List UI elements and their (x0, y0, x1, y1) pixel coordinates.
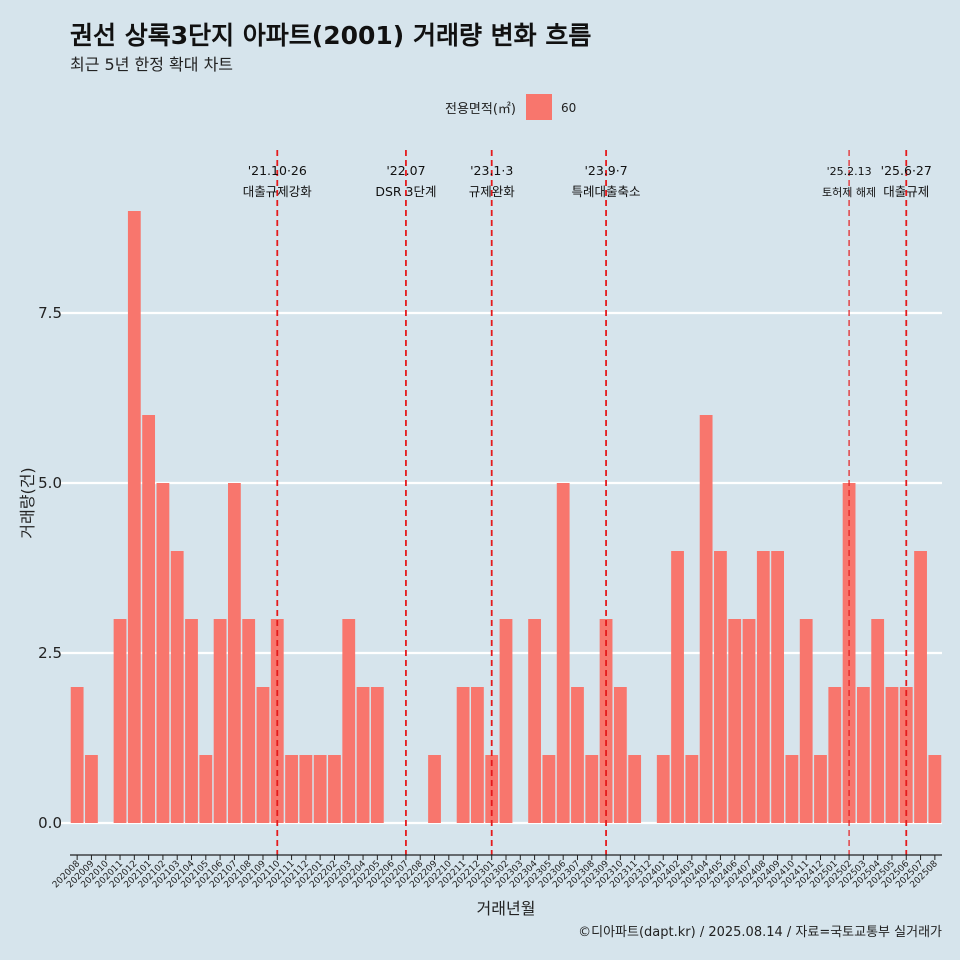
bar-202107 (227, 483, 241, 823)
bar-202308 (585, 755, 599, 823)
bar-202105 (199, 755, 213, 823)
bar-202302 (499, 619, 513, 823)
legend-label: 60 (561, 101, 576, 115)
caption: ©디아파트(dapt.kr) / 2025.08.14 / 자료=국토교통부 실… (578, 925, 942, 940)
bar-202212 (471, 687, 484, 823)
bar-202204 (356, 687, 370, 823)
bar-202405 (714, 551, 727, 823)
bar-202108 (242, 619, 256, 823)
bar-202403 (685, 755, 699, 823)
bar-202106 (213, 619, 227, 823)
bar-202103 (170, 551, 184, 823)
bars (70, 211, 942, 823)
y-axis: 0.0 2.5 5.0 7.5 (38, 304, 62, 832)
bar-202009 (85, 755, 98, 823)
bar-202305 (542, 755, 556, 823)
y-axis-title: 거래량(건) (18, 467, 37, 538)
x-axis: 2020082020092020102020112020122021012021… (51, 854, 942, 890)
bar-202104 (185, 619, 198, 823)
legend-title: 전용면적(㎡) (445, 102, 516, 117)
annotation-event: 특례대출축소 (572, 184, 641, 199)
annotation-date: '23.9·7 (584, 163, 627, 178)
bar-202102 (156, 483, 170, 823)
bar-202310 (613, 687, 627, 823)
bar-202508 (928, 755, 942, 823)
bar-202201 (313, 755, 327, 823)
bar-202008 (70, 687, 84, 823)
annotation-event: 대출규제강화 (243, 184, 313, 199)
chart-title: 권선 상록3단지 아파트(2001) 거래량 변화 흐름 (70, 21, 591, 50)
annotation-event: 규제완화 (469, 184, 516, 199)
y-tick-label: 2.5 (38, 644, 62, 662)
y-tick-label: 5.0 (38, 474, 62, 492)
chart-subtitle: 최근 5년 한정 확대 차트 (70, 55, 233, 74)
bar-202101 (142, 415, 156, 823)
bar-202112 (299, 755, 313, 823)
bar-202401 (656, 755, 670, 823)
bar-202202 (328, 755, 341, 823)
bar-202011 (113, 619, 127, 823)
bar-202507 (914, 551, 927, 823)
legend: 전용면적(㎡) 60 (445, 94, 576, 120)
annotation-date: '25.6·27 (881, 163, 932, 178)
annotation-date: '23.1·3 (470, 163, 513, 178)
bar-202411 (799, 619, 813, 823)
bar-202407 (742, 619, 756, 823)
bar-202410 (785, 755, 799, 823)
y-tick-label: 7.5 (38, 304, 62, 322)
bar-202402 (671, 551, 684, 823)
bar-202203 (342, 619, 356, 823)
bar-202211 (456, 687, 470, 823)
bar-202307 (571, 687, 584, 823)
bar-202409 (771, 551, 785, 823)
bar-202504 (871, 619, 885, 823)
annotations: '21.10·26 대출규제강화 '22.07 DSR 3단계 '23.1·3 규제완화 '… (243, 150, 932, 855)
bar-202111 (285, 755, 298, 823)
bar-202012 (127, 211, 141, 823)
annotation-event: 대출규제 (883, 184, 929, 199)
annotation-event: 토허제 해제 (822, 185, 876, 199)
bar-202301 (485, 755, 499, 823)
bar-202311 (628, 755, 642, 823)
bar-202306 (556, 483, 570, 823)
annotation-event: DSR 3단계 (375, 184, 436, 199)
bar-202404 (699, 415, 713, 823)
bar-202505 (885, 687, 899, 823)
annotation-date: '22.07 (386, 163, 425, 178)
annotation-date: '21.10·26 (248, 163, 307, 178)
bar-202109 (256, 687, 270, 823)
bar-202503 (856, 687, 870, 823)
bar-202406 (728, 619, 742, 823)
bar-202304 (528, 619, 541, 823)
bar-202501 (828, 687, 842, 823)
y-tick-label: 0.0 (38, 814, 62, 832)
legend-swatch (526, 94, 552, 120)
annotation-date: '25.2.13 (827, 165, 872, 178)
bar-202412 (814, 755, 827, 823)
bar-202408 (756, 551, 770, 823)
x-axis-title: 거래년월 (477, 899, 536, 918)
bar-202205 (370, 687, 384, 823)
bar-202209 (428, 755, 441, 823)
